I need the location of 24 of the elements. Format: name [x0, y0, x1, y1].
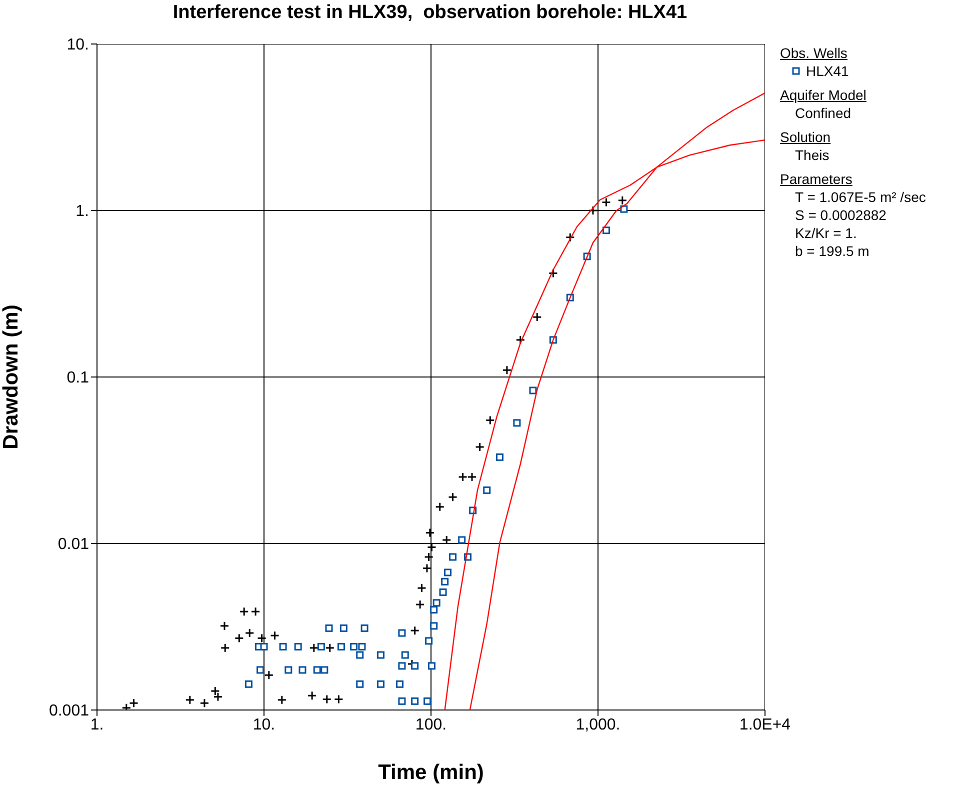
text: S = 0.0002882 — [794, 206, 888, 224]
text: Aquifer Model — [780, 86, 868, 104]
y-tick-label: 0.001 — [48, 702, 90, 720]
text: Kz/Kr = 1. — [794, 224, 858, 242]
x-tick-label: 10. — [252, 716, 276, 734]
y-tick-label: 0.1 — [66, 370, 90, 387]
legend-title: Obs. Wells — [780, 44, 848, 62]
x-tick-label: 100. — [415, 716, 447, 734]
text: Confined — [794, 104, 852, 122]
text: b = 199.5 m — [794, 242, 870, 260]
chart-title: Interference test in HLX39, observation borehole: HLX41 — [172, 2, 688, 24]
y-axis-title: Drawdown (m) — [0, 304, 22, 450]
legend-label: HLX41 — [806, 62, 849, 80]
y-tick-label: 1. — [76, 203, 89, 220]
x-tick-label: 1,000. — [576, 716, 620, 734]
text: Solution — [780, 128, 832, 146]
y-tick-label: 0.01 — [58, 536, 90, 554]
text: Parameters — [780, 170, 854, 188]
text: Theis — [794, 146, 830, 164]
text: T = 1.067E-5 m² /sec — [794, 188, 926, 206]
x-axis-title: Time (min) — [378, 761, 484, 784]
x-tick-label: 1. — [90, 716, 104, 734]
y-tick-label: 10. — [66, 36, 89, 54]
x-tick-label: 1.0E+4 — [739, 716, 791, 734]
